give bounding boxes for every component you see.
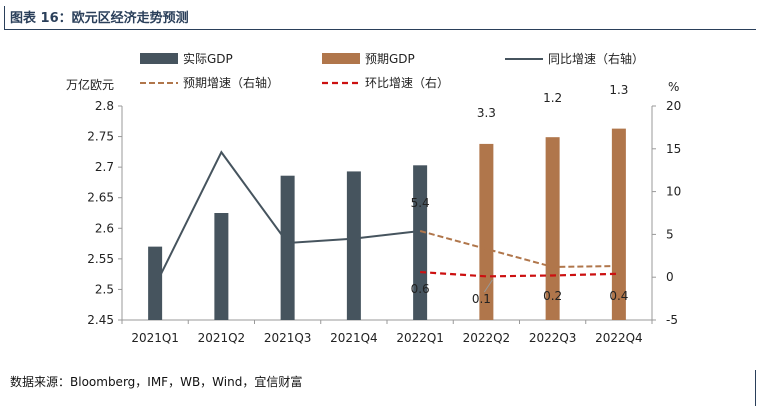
growth-data-label: 3.3: [477, 106, 496, 120]
right-axis-unit: %: [668, 80, 679, 94]
qoq-growth-line: [420, 270, 619, 278]
actual-gdp-bar: [214, 213, 229, 320]
right-tick-label: 20: [666, 99, 681, 113]
qoq-data-label: 0.4: [609, 289, 628, 303]
forecast-gdp-bar: [611, 128, 626, 320]
right-tick-label: 15: [666, 142, 681, 156]
title-frame: [4, 6, 756, 30]
x-tick-label: 2021Q3: [264, 331, 312, 345]
left-tick-label: 2.55: [87, 252, 114, 266]
left-tick-label: 2.6: [95, 221, 114, 235]
left-tick-label: 2.5: [95, 282, 114, 296]
growth-data-label: 5.4: [411, 196, 430, 210]
forecast-gdp-bar: [545, 137, 560, 320]
actual-gdp-bar: [346, 171, 361, 320]
qoq-data-label: 0.1: [472, 292, 491, 306]
left-tick-label: 2.75: [87, 130, 114, 144]
legend-label: 预期GDP: [365, 52, 415, 66]
x-tick-label: 2021Q4: [330, 331, 378, 345]
qoq-data-label: 0.6: [411, 282, 430, 296]
legend-swatch-actual-gdp: [140, 53, 178, 64]
left-tick-label: 2.7: [95, 160, 114, 174]
source-note: 数据来源：Bloomberg，IMF，WB，Wind，宜信财富: [10, 375, 303, 389]
growth-data-label: 1.3: [609, 83, 628, 97]
chart-title: 图表 16：欧元区经济走势预测: [10, 11, 189, 26]
yoy-growth-line: [154, 150, 421, 287]
x-tick-label: 2022Q1: [396, 331, 444, 345]
right-tick-label: 0: [666, 270, 674, 284]
legend-label: 环比增速（右）: [365, 75, 449, 90]
actual-gdp-bar: [280, 175, 295, 320]
label-leader-line: [483, 279, 493, 293]
forecast-growth-line: [419, 230, 619, 268]
footer-frame: [4, 370, 756, 406]
right-tick-label: -5: [666, 313, 678, 327]
right-tick-label: 10: [666, 185, 681, 199]
legend-label: 同比增速（右轴）: [548, 51, 644, 66]
x-tick-label: 2021Q1: [131, 331, 179, 345]
left-tick-label: 2.8: [95, 99, 114, 113]
left-tick-label: 2.65: [87, 191, 114, 205]
right-tick-label: 5: [666, 227, 674, 241]
left-tick-label: 2.45: [87, 313, 114, 327]
legend-label: 预期增速（右轴）: [183, 75, 279, 90]
x-tick-label: 2021Q2: [198, 331, 246, 345]
actual-gdp-bar: [148, 246, 163, 320]
x-tick-label: 2022Q2: [463, 331, 511, 345]
x-tick-label: 2022Q4: [595, 331, 643, 345]
qoq-data-label: 0.2: [543, 289, 562, 303]
x-tick-label: 2022Q3: [529, 331, 577, 345]
legend-label: 实际GDP: [183, 51, 233, 66]
legend-swatch-forecast-gdp: [322, 53, 360, 64]
growth-data-label: 1.2: [543, 91, 562, 105]
actual-gdp-bar: [413, 165, 428, 320]
left-axis-unit: 万亿欧元: [66, 77, 114, 92]
